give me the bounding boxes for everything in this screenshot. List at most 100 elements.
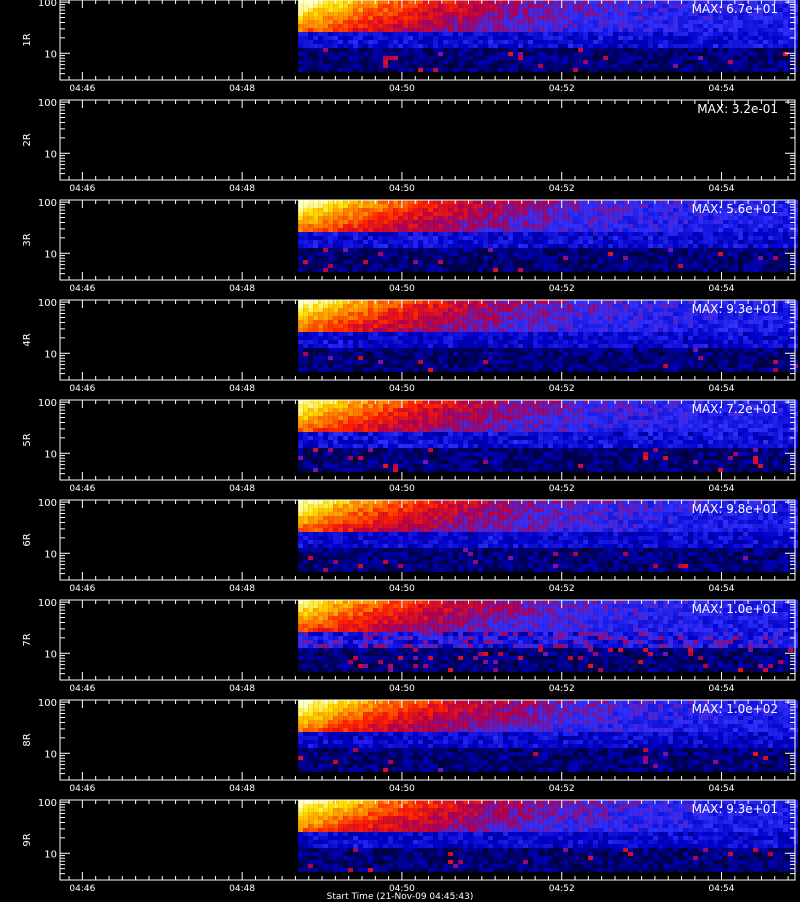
heatmap-cell xyxy=(693,244,698,248)
heatmap-cell xyxy=(473,240,478,244)
heatmap-cell xyxy=(688,252,693,256)
heatmap-cell xyxy=(433,244,438,248)
heatmap-cell xyxy=(513,68,518,72)
heatmap-cell xyxy=(303,28,308,32)
heatmap-cell xyxy=(388,68,393,72)
heatmap-cell xyxy=(313,320,318,324)
heatmap-cell xyxy=(613,48,618,52)
heatmap-cell xyxy=(578,228,583,232)
heatmap-cell xyxy=(423,320,428,324)
heatmap-cell xyxy=(518,260,523,264)
heatmap-cell xyxy=(468,8,473,12)
heatmap-cell xyxy=(338,340,343,344)
heatmap-cell xyxy=(633,204,638,208)
heatmap-cell xyxy=(408,56,413,60)
heatmap-cell xyxy=(748,244,753,248)
heatmap-cell xyxy=(743,52,748,56)
heatmap-cell xyxy=(553,316,558,320)
heatmap-cell xyxy=(483,244,488,248)
heatmap-cell xyxy=(523,16,528,20)
heatmap-cell xyxy=(463,224,468,228)
heatmap-cell xyxy=(693,252,698,256)
heatmap-cell xyxy=(328,8,333,12)
heatmap-cell xyxy=(478,20,483,24)
heatmap-cell xyxy=(623,224,628,228)
heatmap-cell xyxy=(618,252,623,256)
heatmap-cell xyxy=(643,16,648,20)
heatmap-cell xyxy=(638,48,643,52)
heatmap-cell xyxy=(558,56,563,60)
heatmap-cell xyxy=(533,340,538,344)
heatmap-cell xyxy=(678,68,683,72)
heatmap-cell xyxy=(333,260,338,264)
heatmap-cell xyxy=(318,40,323,44)
heatmap-cell xyxy=(568,60,573,64)
heatmap-cell xyxy=(588,260,593,264)
heatmap-cell xyxy=(438,324,443,328)
heatmap-cell xyxy=(393,248,398,252)
heatmap-cell xyxy=(638,220,643,224)
heatmap-cell xyxy=(773,220,778,224)
heatmap-cell xyxy=(473,8,478,12)
heatmap-cell xyxy=(348,24,353,28)
heatmap-cell xyxy=(423,244,428,248)
heatmap-cell xyxy=(653,48,658,52)
heatmap-cell xyxy=(308,356,313,360)
heatmap-cell xyxy=(693,68,698,72)
heatmap-cell xyxy=(368,20,373,24)
heatmap-cell xyxy=(338,356,343,360)
heatmap-cell xyxy=(428,360,433,364)
heatmap-cell xyxy=(368,268,373,272)
heatmap-cell xyxy=(688,28,693,32)
heatmap-cell xyxy=(773,40,778,44)
heatmap-cell xyxy=(603,204,608,208)
heatmap-cell xyxy=(548,352,553,356)
heatmap-cell xyxy=(508,332,513,336)
heatmap-cell xyxy=(408,0,413,4)
heatmap-cell xyxy=(338,228,343,232)
heatmap-cell xyxy=(443,364,448,368)
heatmap-cell xyxy=(683,4,688,8)
heatmap-cell xyxy=(328,348,333,352)
heatmap-cell xyxy=(588,224,593,228)
heatmap-cell xyxy=(368,40,373,44)
heatmap-cell xyxy=(703,220,708,224)
heatmap-cell xyxy=(553,40,558,44)
heatmap-cell xyxy=(733,268,738,272)
heatmap-cell xyxy=(633,264,638,268)
heatmap-cell xyxy=(688,36,693,40)
heatmap-cell xyxy=(748,28,753,32)
heatmap-cell xyxy=(758,60,763,64)
heatmap-cell xyxy=(503,212,508,216)
heatmap-cell xyxy=(458,68,463,72)
heatmap-cell xyxy=(618,244,623,248)
heatmap-cell xyxy=(518,228,523,232)
heatmap-cell xyxy=(308,52,313,56)
heatmap-cell xyxy=(488,208,493,212)
heatmap-cell xyxy=(548,208,553,212)
heatmap-cell xyxy=(603,44,608,48)
heatmap-cell xyxy=(738,28,743,32)
heatmap-cell xyxy=(698,252,703,256)
heatmap-cell xyxy=(423,332,428,336)
heatmap-cell xyxy=(718,24,723,28)
heatmap-cell xyxy=(403,44,408,48)
heatmap-cell xyxy=(378,304,383,308)
heatmap-cell xyxy=(538,248,543,252)
heatmap-cell xyxy=(303,208,308,212)
heatmap-cell xyxy=(578,52,583,56)
heatmap-cell xyxy=(458,268,463,272)
heatmap-cell xyxy=(493,328,498,332)
heatmap-cell xyxy=(668,28,673,32)
heatmap-cell xyxy=(313,356,318,360)
heatmap-cell xyxy=(453,248,458,252)
heatmap-cell xyxy=(513,236,518,240)
heatmap-cell xyxy=(343,360,348,364)
heatmap-cell xyxy=(343,348,348,352)
heatmap-cell xyxy=(498,340,503,344)
heatmap-cell xyxy=(713,48,718,52)
heatmap-cell xyxy=(558,252,563,256)
heatmap-cell xyxy=(668,204,673,208)
heatmap-cell xyxy=(468,252,473,256)
heatmap-cell xyxy=(528,268,533,272)
